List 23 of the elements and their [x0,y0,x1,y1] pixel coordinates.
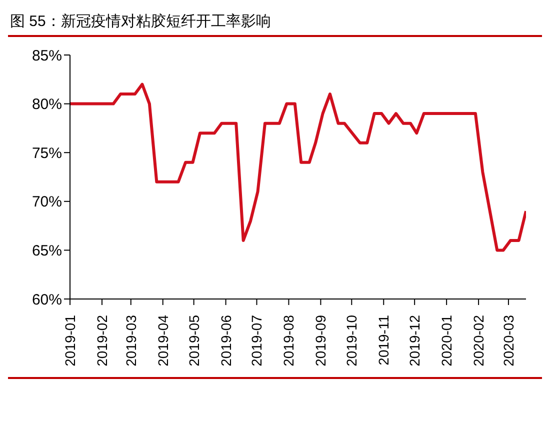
x-tick-label: 2019-08 [280,314,297,366]
x-tick-label: 2019-01 [62,314,78,366]
x-tick-label: 2019-02 [94,314,110,366]
x-tick-label: 2019-10 [344,314,360,366]
x-tick-label: 2019-04 [154,314,171,366]
x-tick-label: 2020-03 [500,314,516,366]
line-series [70,82,526,252]
x-tick-label: 2019-06 [218,314,234,366]
y-tick-label: 80% [32,96,62,114]
x-tick-label: 2019-03 [122,314,139,366]
y-tick-label: 60% [32,291,62,308]
x-tick-label: 2019-12 [406,314,423,366]
y-tick-label: 65% [32,242,62,260]
x-tick-label: 2020-02 [470,314,487,366]
x-tick-label: 2020-01 [438,314,455,366]
y-tick-label: 75% [32,144,62,162]
x-tick-label: 2019-07 [248,314,265,366]
y-tick-label: 85% [32,47,62,64]
chart-title: 图 55：新冠疫情对粘胶短纤开工率影响 [9,12,272,32]
x-tick-label: 2019-09 [312,314,329,366]
x-tick-label: 2019-05 [186,314,202,366]
y-tick-label: 70% [32,194,62,211]
x-tick-label: 2019-11 [376,314,392,366]
